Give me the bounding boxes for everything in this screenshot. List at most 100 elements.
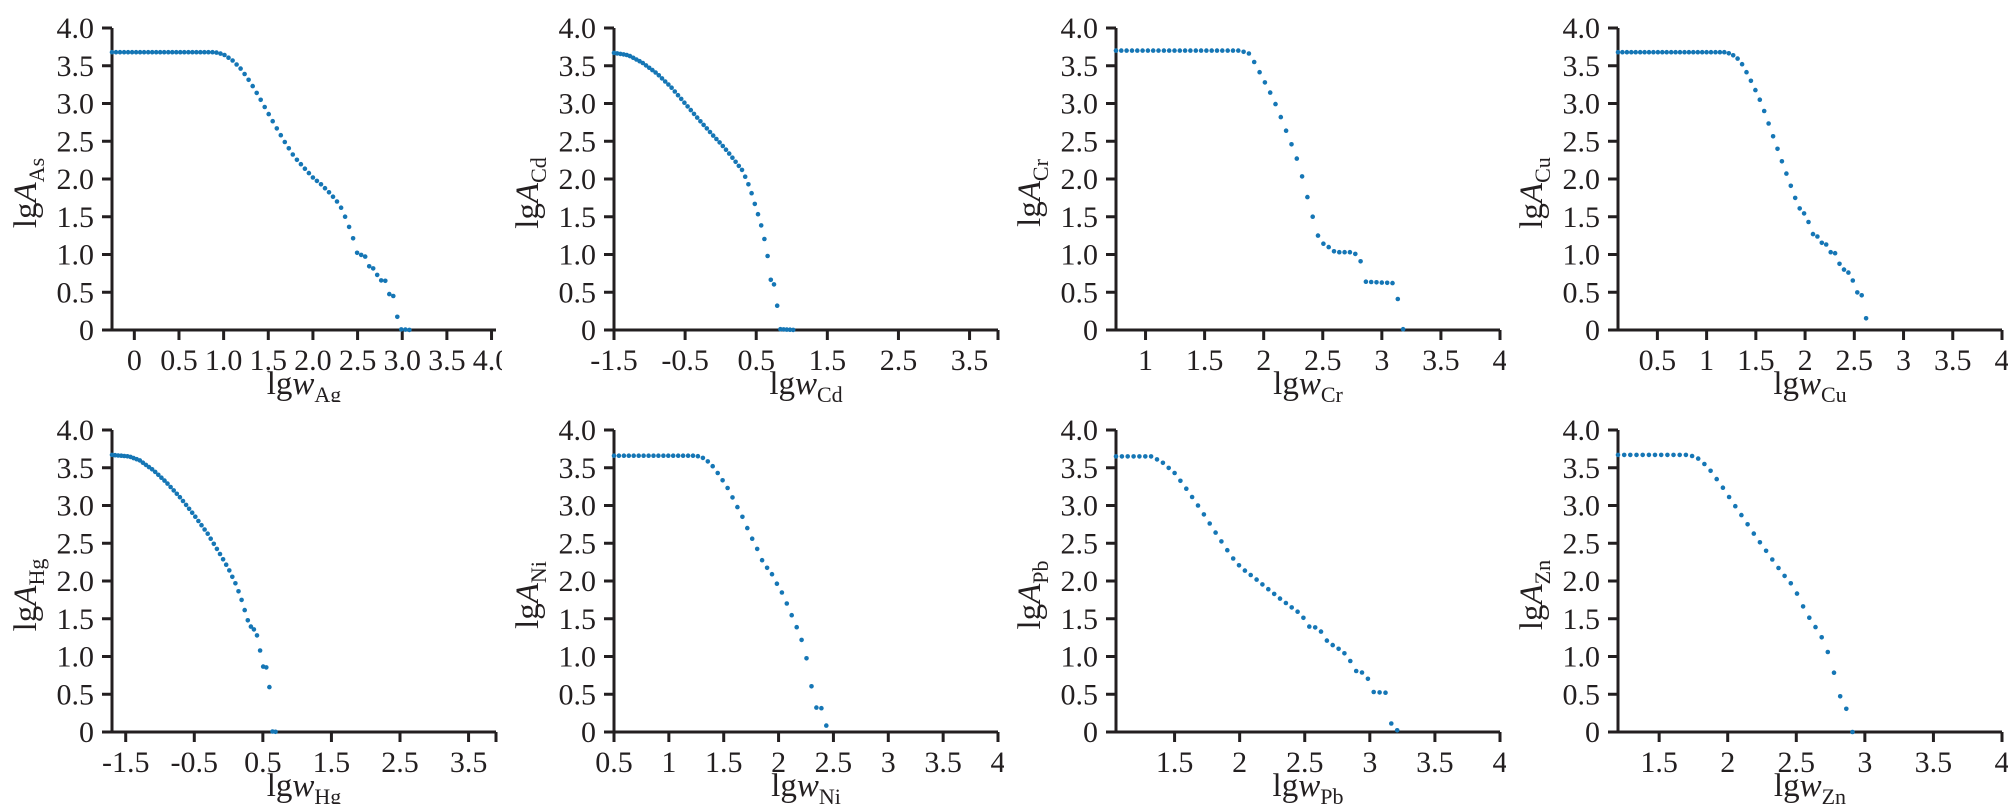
data-point — [675, 453, 681, 458]
data-point — [1209, 48, 1214, 53]
x-tick-label: 4 — [991, 746, 1005, 779]
data-point — [1172, 470, 1177, 476]
data-point — [257, 648, 263, 653]
data-point — [739, 167, 745, 173]
data-point — [338, 205, 344, 210]
data-point — [1699, 49, 1705, 55]
scatter-points — [611, 453, 829, 728]
data-point — [214, 50, 219, 55]
data-point — [749, 190, 754, 196]
x-tick-label: 3.5 — [450, 746, 488, 779]
x-tick-label: 1 — [661, 746, 676, 779]
data-point — [1248, 572, 1253, 578]
data-point — [789, 612, 794, 618]
data-point — [366, 264, 372, 269]
data-point — [714, 136, 719, 142]
data-point — [675, 92, 681, 98]
data-point — [129, 49, 135, 55]
data-point — [274, 126, 280, 131]
data-point — [1615, 49, 1621, 55]
data-point — [1660, 49, 1665, 55]
data-point — [314, 178, 320, 184]
data-point — [267, 684, 272, 690]
data-point — [334, 199, 340, 204]
y-tick-label: 3.5 — [57, 50, 95, 83]
data-point — [762, 236, 767, 242]
data-point — [736, 163, 742, 169]
data-point — [193, 514, 198, 519]
data-point — [691, 111, 697, 117]
data-point — [1379, 280, 1385, 285]
data-point — [227, 568, 232, 573]
y-axis-label: lgACd — [510, 157, 551, 229]
data-point — [1788, 183, 1794, 189]
data-point — [814, 705, 819, 710]
y-tick-label: 3.5 — [1061, 452, 1099, 485]
data-point — [1708, 468, 1713, 474]
y-tick-label: 2.0 — [57, 565, 95, 598]
data-point — [152, 469, 158, 475]
data-point — [171, 488, 176, 493]
data-point — [182, 49, 187, 55]
x-tick-label: 3 — [1362, 746, 1377, 779]
data-point — [1819, 240, 1825, 246]
data-point — [222, 52, 227, 58]
data-point — [659, 76, 665, 81]
data-point — [1326, 244, 1331, 250]
data-point — [246, 77, 251, 83]
data-point — [695, 453, 701, 459]
data-point — [774, 303, 780, 309]
axes-frame — [1108, 430, 1500, 734]
data-point — [294, 157, 300, 163]
data-point — [730, 495, 735, 500]
data-point — [799, 637, 804, 643]
data-point — [1289, 142, 1294, 147]
x-tick-label: 1 — [1138, 344, 1153, 377]
x-axis-ticks: 0.5 1 1.5 2 2.5 3 3.5 4 — [1639, 330, 2008, 377]
x-tick-label: 1.5 — [250, 344, 288, 377]
data-point — [1846, 270, 1851, 275]
data-point — [1677, 452, 1682, 458]
data-point — [694, 115, 700, 120]
data-point — [1189, 494, 1195, 500]
data-point — [208, 536, 213, 541]
y-tick-label: 4.0 — [559, 12, 597, 45]
data-point — [226, 55, 231, 60]
data-point — [698, 119, 703, 124]
x-tick-label: 2.0 — [294, 344, 332, 377]
data-point — [245, 618, 251, 623]
y-tick-label: 3.5 — [1563, 452, 1601, 485]
y-axis-label: lgACu — [1514, 157, 1555, 229]
data-point — [774, 581, 780, 586]
data-point — [1184, 486, 1189, 491]
data-point — [1337, 249, 1342, 255]
y-axis-ticks: 0 0.5 1.0 1.5 2.0 2.5 3.0 3.5 4.0 — [559, 414, 614, 749]
data-point — [168, 484, 173, 490]
subplot-zn-vs-zn-canvas: 0 0.5 1.0 1.5 2.0 2.5 3.0 3.5 4.0 1.5 2 2.5 3 3.5 4 lgw… — [1514, 414, 2008, 804]
x-tick-label: 0.5 — [1639, 344, 1677, 377]
data-point — [646, 453, 651, 458]
y-tick-label: 1.0 — [1061, 641, 1099, 674]
subplot-as-vs-ag: 0 0.5 1.0 1.5 2.0 2.5 3.0 3.5 4.0 0 0.5 1.0 1.5 2.0 2.… — [0, 0, 502, 402]
y-tick-label: 0 — [1083, 314, 1098, 347]
x-tick-label: 2 — [1256, 344, 1271, 377]
data-point — [1363, 279, 1369, 285]
data-point — [1807, 615, 1812, 620]
y-tick-label: 3.0 — [57, 88, 95, 121]
y-tick-label: 1.0 — [1061, 239, 1099, 272]
y-axis-label: lgAPb — [1012, 560, 1053, 629]
data-point — [1342, 651, 1347, 656]
data-point — [1254, 577, 1259, 582]
data-point — [1665, 452, 1670, 458]
data-point — [1691, 49, 1696, 55]
y-tick-label: 3.0 — [57, 490, 95, 523]
subplot-cu-vs-cu-canvas: 0 0.5 1.0 1.5 2.0 2.5 3.0 3.5 4.0 0.5 1 1.5 2 2.5 3 3.5… — [1514, 12, 2008, 402]
data-point — [1137, 454, 1142, 459]
data-point — [233, 581, 238, 586]
data-point — [700, 455, 706, 461]
data-point — [1757, 97, 1763, 102]
data-point — [407, 327, 412, 333]
data-point — [1310, 214, 1315, 219]
data-point — [302, 166, 308, 171]
data-point — [1273, 101, 1278, 107]
